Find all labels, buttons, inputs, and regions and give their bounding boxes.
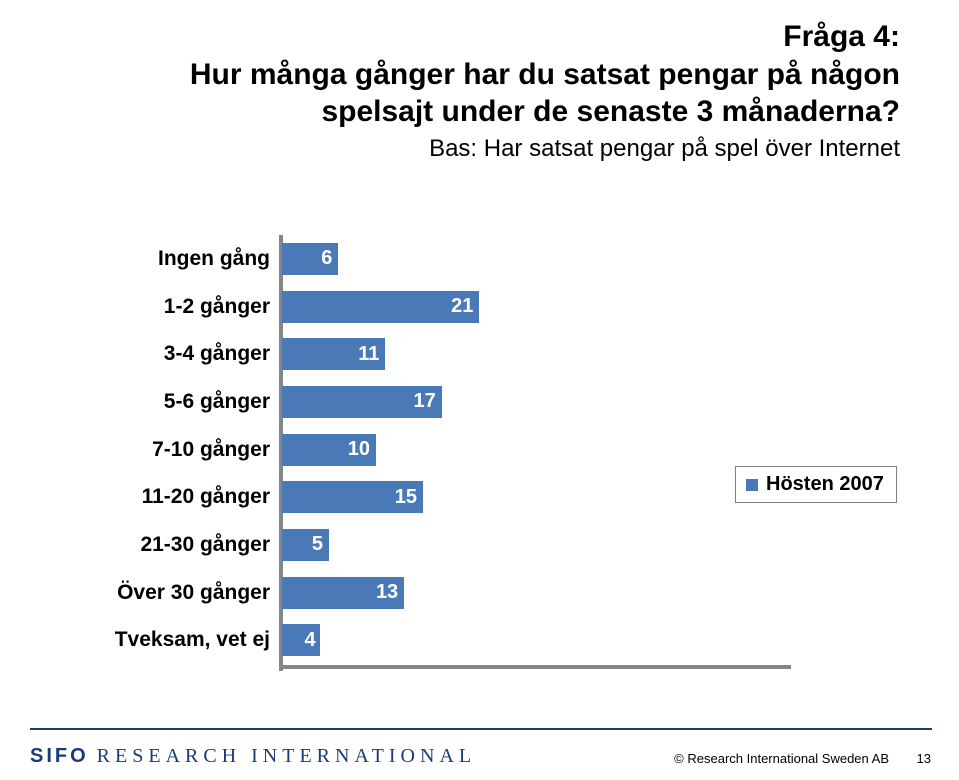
bar: 11 bbox=[282, 338, 385, 370]
bar: 17 bbox=[282, 386, 442, 418]
chart-row: 3-4 gånger11 bbox=[55, 330, 775, 378]
legend-swatch bbox=[746, 479, 758, 491]
category-label: Över 30 gånger bbox=[55, 581, 282, 605]
bar-zone: 11 bbox=[282, 330, 775, 378]
bar-zone: 4 bbox=[282, 617, 775, 665]
chart-row: 21-30 gånger5 bbox=[55, 521, 775, 569]
chart-row: 7-10 gånger10 bbox=[55, 426, 775, 474]
bar-zone: 5 bbox=[282, 521, 775, 569]
bar: 4 bbox=[282, 624, 320, 656]
title-line-3: spelsajt under de senaste 3 månaderna? bbox=[0, 93, 900, 131]
category-label: Tveksam, vet ej bbox=[55, 628, 282, 652]
bar: 13 bbox=[282, 577, 404, 609]
brand-ri: RESEARCH INTERNATIONAL bbox=[97, 745, 476, 768]
chart-row: 1-2 gånger21 bbox=[55, 283, 775, 331]
title-line-1: Fråga 4: bbox=[0, 18, 900, 56]
page: Fråga 4: Hur många gånger har du satsat … bbox=[0, 0, 959, 780]
category-label: Ingen gång bbox=[55, 247, 282, 271]
subtitle-line: Bas: Har satsat pengar på spel över Inte… bbox=[0, 133, 900, 164]
brand-sifo: SIFO bbox=[30, 745, 89, 768]
copyright: © Research International Sweden AB bbox=[674, 751, 889, 766]
x-axis-line bbox=[281, 665, 791, 669]
bar-zone: 13 bbox=[282, 569, 775, 617]
bar: 21 bbox=[282, 291, 479, 323]
chart-row: 11-20 gånger15 bbox=[55, 473, 775, 521]
category-label: 7-10 gånger bbox=[55, 438, 282, 462]
chart-row: Över 30 gånger13 bbox=[55, 569, 775, 617]
title-line-2: Hur många gånger har du satsat pengar på… bbox=[0, 56, 900, 94]
title-block: Fråga 4: Hur många gånger har du satsat … bbox=[0, 18, 940, 164]
bar: 15 bbox=[282, 481, 423, 513]
bar: 10 bbox=[282, 434, 376, 466]
bar: 6 bbox=[282, 243, 338, 275]
category-label: 11-20 gånger bbox=[55, 485, 282, 509]
category-label: 1-2 gånger bbox=[55, 295, 282, 319]
bar: 5 bbox=[282, 529, 329, 561]
category-label: 3-4 gånger bbox=[55, 342, 282, 366]
bar-zone: 10 bbox=[282, 426, 775, 474]
brand-logo: SIFO RESEARCH INTERNATIONAL bbox=[30, 745, 476, 768]
bar-zone: 17 bbox=[282, 378, 775, 426]
bar-zone: 15 bbox=[282, 473, 775, 521]
legend: Hösten 2007 bbox=[735, 466, 897, 503]
category-label: 5-6 gånger bbox=[55, 390, 282, 414]
bar-chart: Ingen gång61-2 gånger213-4 gånger115-6 g… bbox=[55, 235, 775, 665]
chart-row: Tveksam, vet ej4 bbox=[55, 617, 775, 665]
category-label: 21-30 gånger bbox=[55, 533, 282, 557]
footer-divider bbox=[30, 728, 932, 730]
bar-zone: 21 bbox=[282, 283, 775, 331]
chart-row: 5-6 gånger17 bbox=[55, 378, 775, 426]
page-number: 13 bbox=[917, 751, 931, 766]
legend-label: Hösten 2007 bbox=[766, 473, 884, 496]
bar-zone: 6 bbox=[282, 235, 775, 283]
chart-row: Ingen gång6 bbox=[55, 235, 775, 283]
